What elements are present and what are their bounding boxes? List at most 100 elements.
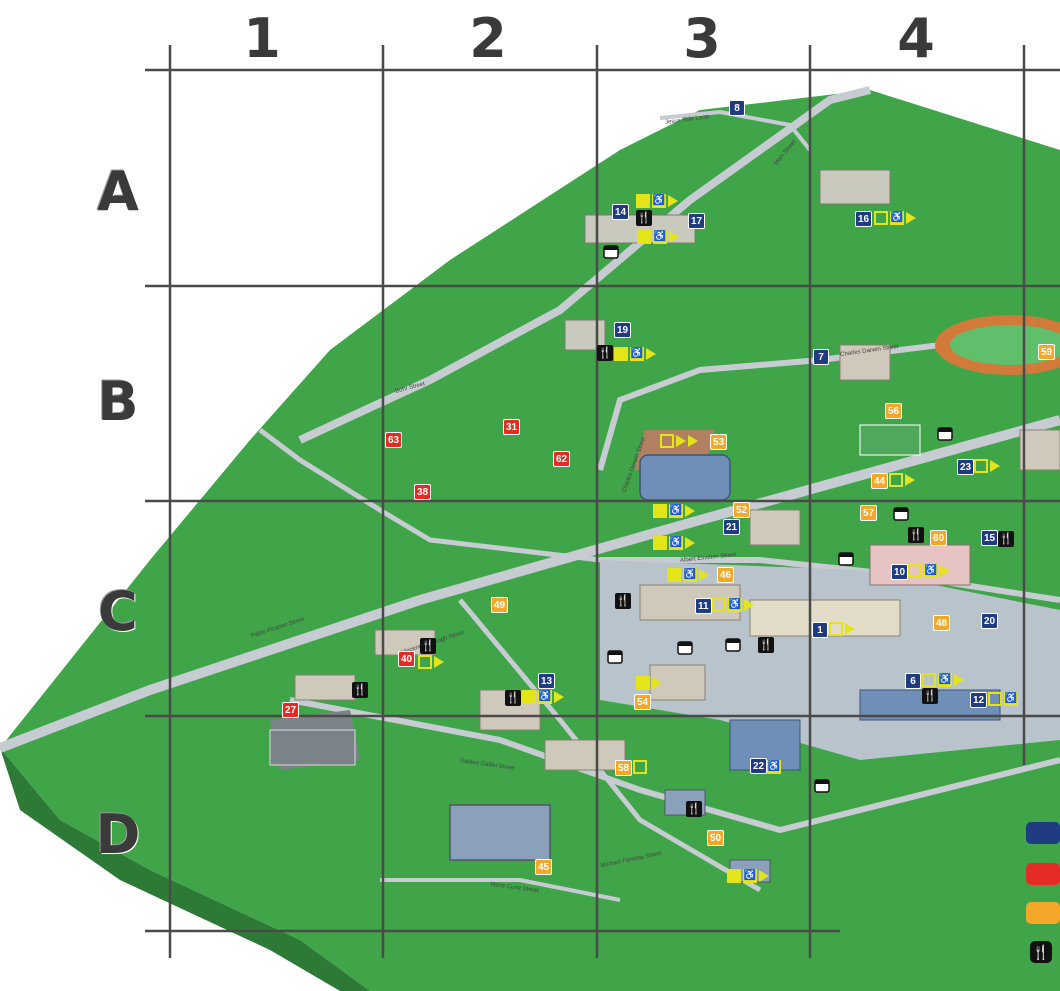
marker-blue-19[interactable]: 19 <box>614 322 632 338</box>
marker-blue-21[interactable]: 21 <box>723 519 741 535</box>
amenity-square-icon <box>889 473 903 487</box>
marker-blue-12[interactable]: 12 <box>970 692 988 708</box>
marker-red-31[interactable]: 31 <box>503 419 521 435</box>
marker-blue-17[interactable]: 17 <box>688 213 706 229</box>
grid-column-4: 4 <box>897 7 935 70</box>
arrow-icon <box>699 569 709 581</box>
amenity-square-icon <box>908 564 922 578</box>
restaurant-icon[interactable]: 🍴 <box>420 638 436 654</box>
shop-icon[interactable] <box>607 650 623 664</box>
shop-icon[interactable] <box>937 427 953 441</box>
marker-orange-58[interactable]: 58 <box>615 760 633 776</box>
amenity-group: ♿ <box>727 869 769 883</box>
amenity-group: ♿ <box>922 673 964 687</box>
wheelchair-icon: ♿ <box>1004 692 1018 706</box>
marker-red-63[interactable]: 63 <box>385 432 403 448</box>
marker-red-38[interactable]: 38 <box>414 484 432 500</box>
marker-red-62[interactable]: 62 <box>553 451 571 467</box>
grid-row-a: A <box>97 160 139 223</box>
restaurant-icon[interactable]: 🍴 <box>352 682 368 698</box>
amenity-group <box>418 655 444 669</box>
shop-icon[interactable] <box>838 552 854 566</box>
amenity-square-icon <box>660 434 674 448</box>
marker-orange-50[interactable]: 50 <box>707 830 725 846</box>
shop-icon[interactable] <box>893 507 909 521</box>
arrow-icon <box>676 435 686 447</box>
marker-red-27[interactable]: 27 <box>282 702 300 718</box>
loop-road <box>659 109 812 152</box>
marker-orange-46[interactable]: 46 <box>717 567 735 583</box>
marker-orange-52[interactable]: 52 <box>733 502 751 518</box>
shop-icon[interactable] <box>814 779 830 793</box>
marker-orange-44[interactable]: 44 <box>871 473 889 489</box>
arrow-icon <box>845 623 855 635</box>
amenity-square-icon <box>988 692 1002 706</box>
marker-red-40[interactable]: 40 <box>398 651 416 667</box>
restaurant-icon[interactable]: 🍴 <box>998 531 1014 547</box>
legend-orange-square-icon <box>1026 902 1060 924</box>
amenity-group: ♿ <box>767 760 781 774</box>
curie-street-road <box>380 878 621 902</box>
marker-blue-15[interactable]: 15 <box>981 530 999 546</box>
marker-blue-23[interactable]: 23 <box>957 459 975 475</box>
restaurant-icon[interactable]: 🍴 <box>615 593 631 609</box>
marker-blue-11[interactable]: 11 <box>695 598 712 614</box>
arrow-icon <box>685 505 695 517</box>
grid-column-1: 1 <box>243 7 281 70</box>
marker-blue-22[interactable]: 22 <box>750 758 768 774</box>
legend-restaurant-icon: 🍴 <box>1030 941 1052 963</box>
restaurant-icon[interactable]: 🍴 <box>636 210 652 226</box>
marker-blue-13[interactable]: 13 <box>538 673 556 689</box>
marker-orange-53[interactable]: 53 <box>710 434 728 450</box>
marker-blue-8[interactable]: 8 <box>729 100 745 116</box>
amenity-square-icon <box>653 504 667 518</box>
amenity-group <box>660 434 698 448</box>
darwin-street-road <box>597 327 1060 471</box>
marker-blue-16[interactable]: 16 <box>855 211 873 227</box>
amenity-square-icon <box>653 536 667 550</box>
marker-blue-1[interactable]: 1 <box>812 622 828 638</box>
main-street-road <box>298 86 871 444</box>
arrow-icon <box>759 870 769 882</box>
amenity-square-icon <box>712 598 726 612</box>
marker-orange-57[interactable]: 57 <box>860 505 878 521</box>
amenity-square-icon <box>667 568 681 582</box>
marker-orange-56[interactable]: 56 <box>885 403 903 419</box>
arrow-icon <box>905 474 915 486</box>
restaurant-icon[interactable]: 🍴 <box>597 345 613 361</box>
amenity-group: ♿ <box>614 347 656 361</box>
amenity-square-icon <box>727 869 741 883</box>
restaurant-icon[interactable]: 🍴 <box>686 801 702 817</box>
marker-blue-10[interactable]: 10 <box>891 564 909 580</box>
marker-blue-14[interactable]: 14 <box>612 204 630 220</box>
grid-row-c: C <box>98 580 138 643</box>
marker-orange-48[interactable]: 48 <box>933 615 951 631</box>
arrow-icon <box>990 460 1000 472</box>
marker-orange-60[interactable]: 60 <box>930 530 948 546</box>
marker-orange-54[interactable]: 54 <box>634 694 652 710</box>
marker-blue-20[interactable]: 20 <box>981 613 999 629</box>
wheelchair-icon: ♿ <box>653 230 667 244</box>
arrow-icon <box>906 212 916 224</box>
wheelchair-icon: ♿ <box>938 673 952 687</box>
amenity-group: ♿ <box>636 194 678 208</box>
shop-icon[interactable] <box>677 641 693 655</box>
restaurant-icon[interactable]: 🍴 <box>505 690 521 706</box>
marker-orange-45[interactable]: 45 <box>535 859 553 875</box>
restaurant-icon[interactable]: 🍴 <box>758 637 774 653</box>
wheelchair-icon: ♿ <box>669 504 683 518</box>
arrow-icon <box>434 656 444 668</box>
marker-orange-59[interactable]: 59 <box>1038 344 1056 360</box>
marker-orange-49[interactable]: 49 <box>491 597 509 613</box>
amenity-group: ♿ <box>637 230 679 244</box>
marker-blue-6[interactable]: 6 <box>905 673 921 689</box>
shop-icon[interactable] <box>603 245 619 259</box>
restaurant-icon[interactable]: 🍴 <box>922 688 938 704</box>
marker-blue-7[interactable]: 7 <box>813 349 829 365</box>
amenity-square-icon <box>829 622 843 636</box>
building-d-hall <box>449 804 551 861</box>
amenity-square-icon <box>636 676 650 690</box>
shop-icon[interactable] <box>725 638 741 652</box>
restaurant-icon[interactable]: 🍴 <box>908 527 924 543</box>
amenity-group: ♿ <box>667 568 709 582</box>
